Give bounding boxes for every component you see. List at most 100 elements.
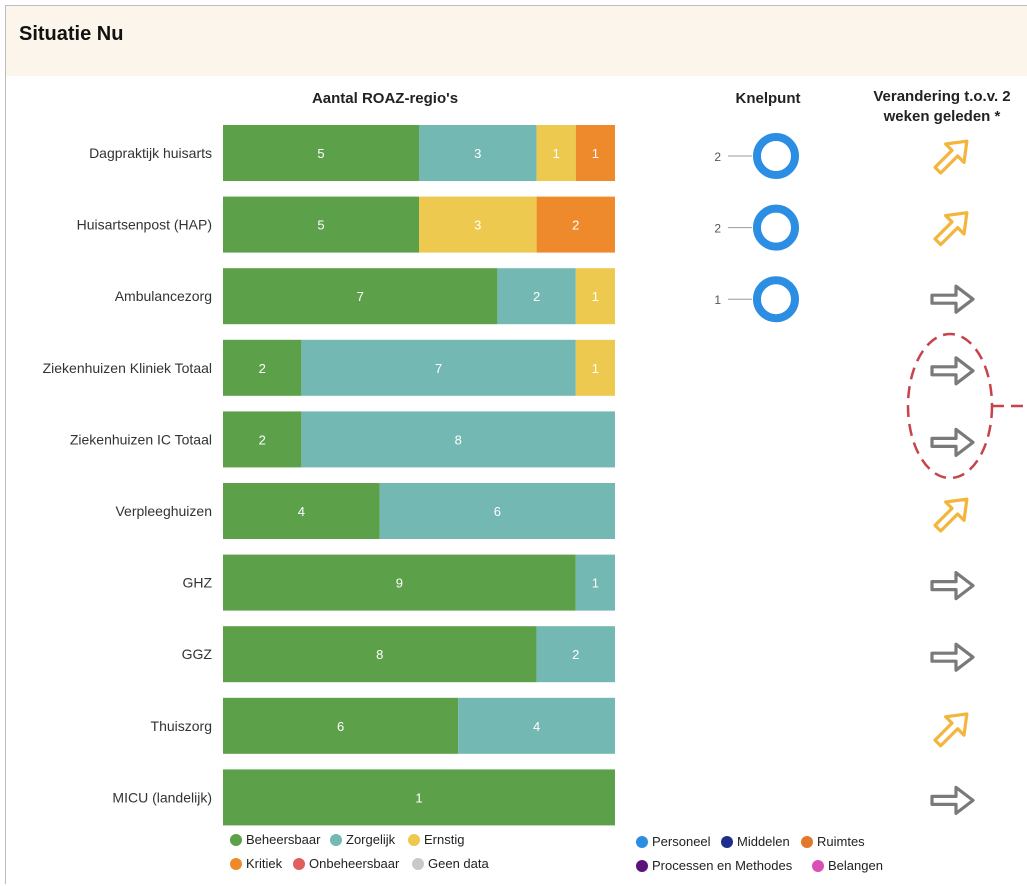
legend-label: Onbeheersbaar bbox=[309, 856, 400, 871]
knelpunt-legend-item-processen-en-methodes: Processen en Methodes bbox=[636, 858, 792, 873]
bar-value-label: 8 bbox=[376, 647, 383, 662]
bar-segment-zorgelijk bbox=[458, 697, 615, 754]
change-arrow-right-icon bbox=[930, 427, 975, 457]
category-label-verpleeghuizen: Verpleeghuizen bbox=[115, 503, 212, 519]
legend-label: Kritiek bbox=[246, 856, 283, 871]
legend-label: Geen data bbox=[428, 856, 489, 871]
legend-label: Zorgelijk bbox=[346, 832, 396, 847]
bar-segment-beheersbaar bbox=[223, 268, 498, 325]
change-arrow-right-icon bbox=[930, 284, 975, 314]
legend-dot bbox=[636, 859, 648, 872]
bar-segment-beheersbaar bbox=[223, 483, 380, 539]
bar-segment-zorgelijk bbox=[575, 554, 615, 611]
bar-segment-zorgelijk bbox=[301, 339, 576, 396]
legend-label: Middelen bbox=[737, 834, 790, 849]
bar-value-label: 1 bbox=[592, 361, 599, 376]
bar-segment-kritiek bbox=[536, 196, 615, 253]
category-label-ziekenhuizen-ic-totaal: Ziekenhuizen IC Totaal bbox=[70, 431, 212, 447]
change-arrow-right-icon bbox=[930, 785, 975, 816]
bar-segment-zorgelijk bbox=[536, 626, 615, 683]
highlight-dashed-ellipse bbox=[906, 332, 994, 480]
legend-dot bbox=[636, 835, 648, 848]
legend-dot bbox=[230, 833, 242, 846]
legend-item-beheersbaar: Beheersbaar bbox=[230, 832, 320, 847]
bar-segment-ernstig bbox=[575, 339, 615, 396]
bar-value-label: 3 bbox=[474, 218, 481, 233]
legend-label: Ruimtes bbox=[817, 834, 865, 849]
change-arrow-up-icon bbox=[933, 139, 969, 175]
bar-segment-beheersbaar bbox=[223, 769, 615, 826]
change-arrow-up-icon bbox=[933, 712, 969, 748]
category-label-dagpraktijk-huisarts: Dagpraktijk huisarts bbox=[89, 145, 212, 161]
category-label-huisartsenpost-hap: Huisartsenpost (HAP) bbox=[77, 217, 212, 233]
knelpunt-ring-personeel bbox=[753, 133, 799, 179]
category-label-ambulancezorg: Ambulancezorg bbox=[115, 288, 212, 304]
panel-frame bbox=[5, 5, 1027, 884]
arrow-shape bbox=[930, 356, 975, 386]
category-label-ghz: GHZ bbox=[182, 575, 212, 591]
bar-value-label: 6 bbox=[337, 719, 344, 734]
bar-segment-beheersbaar bbox=[223, 125, 419, 181]
legend-item-geen-data: Geen data bbox=[412, 856, 489, 871]
bar-value-label: 4 bbox=[533, 719, 540, 734]
knelpunt-legend-item-ruimtes: Ruimtes bbox=[801, 834, 865, 849]
arrow-shape bbox=[933, 712, 969, 748]
legend-dot bbox=[812, 859, 824, 872]
bar-value-label: 3 bbox=[474, 146, 481, 161]
knelpunt-legend-item-personeel: Personeel bbox=[636, 834, 711, 849]
arrow-shape bbox=[933, 211, 969, 247]
bars-column-header: Aantal ROAZ-regio's bbox=[311, 90, 459, 107]
knelpunt-legend-item-middelen: Middelen bbox=[721, 834, 790, 849]
legend-item-zorgelijk: Zorgelijk bbox=[330, 832, 395, 847]
bar-value-label: 2 bbox=[259, 432, 266, 447]
legend-dot bbox=[293, 857, 305, 870]
bar-value-label: 2 bbox=[259, 361, 266, 376]
bar-segment-beheersbaar bbox=[223, 554, 576, 611]
arrow-shape bbox=[930, 785, 975, 816]
bar-value-label: 1 bbox=[553, 146, 560, 161]
category-label-ziekenhuizen-kliniek-totaal: Ziekenhuizen Kliniek Totaal bbox=[43, 360, 212, 376]
legend-dot bbox=[801, 835, 813, 848]
page-title: Situatie Nu bbox=[19, 23, 124, 45]
legend-item-onbeheersbaar: Onbeheersbaar bbox=[293, 856, 399, 871]
bar-segment-ernstig bbox=[536, 125, 576, 181]
change-header-line2: weken geleden * bbox=[883, 108, 1001, 125]
arrow-shape bbox=[930, 642, 975, 672]
knelpunt-ring-personeel bbox=[753, 204, 799, 251]
legend-dot bbox=[230, 857, 242, 870]
bar-segment-zorgelijk bbox=[379, 483, 615, 539]
legend-dot bbox=[330, 833, 342, 846]
bar-segment-ernstig bbox=[575, 268, 615, 325]
bar-value-label: 5 bbox=[317, 146, 324, 161]
legend-label: Belangen bbox=[828, 858, 883, 873]
knelpunt-ring-personeel bbox=[753, 276, 799, 323]
change-column-header: Verandering t.o.v. 2 weken geleden * bbox=[852, 87, 1027, 127]
legend-dot bbox=[408, 833, 420, 846]
knelpunt-count-label: 2 bbox=[714, 150, 721, 164]
bar-segment-kritiek bbox=[575, 125, 615, 181]
bar-value-label: 9 bbox=[396, 576, 403, 591]
legend-item-kritiek: Kritiek bbox=[230, 856, 282, 871]
arrow-shape bbox=[930, 570, 975, 601]
change-arrow-right-icon bbox=[930, 642, 975, 672]
bar-segment-zorgelijk bbox=[419, 125, 537, 181]
arrow-shape bbox=[930, 427, 975, 457]
bar-value-label: 1 bbox=[592, 289, 599, 304]
bar-value-label: 2 bbox=[533, 289, 540, 304]
bar-segment-beheersbaar bbox=[223, 339, 302, 396]
bar-value-label: 5 bbox=[317, 218, 324, 233]
knelpunt-legend-item-belangen: Belangen bbox=[812, 858, 883, 873]
change-arrow-up-icon bbox=[933, 211, 969, 247]
category-label-thuiszorg: Thuiszorg bbox=[151, 718, 212, 734]
bar-value-label: 2 bbox=[572, 647, 579, 662]
bar-segment-beheersbaar bbox=[223, 697, 459, 754]
header-bar: Situatie Nu bbox=[6, 6, 1027, 76]
bar-value-label: 8 bbox=[455, 432, 462, 447]
bar-value-label: 1 bbox=[592, 146, 599, 161]
bar-value-label: 1 bbox=[592, 576, 599, 591]
change-arrow-right-icon bbox=[930, 356, 975, 386]
arrow-shape bbox=[933, 497, 969, 533]
arrow-shape bbox=[930, 284, 975, 314]
bar-value-label: 7 bbox=[357, 289, 364, 304]
